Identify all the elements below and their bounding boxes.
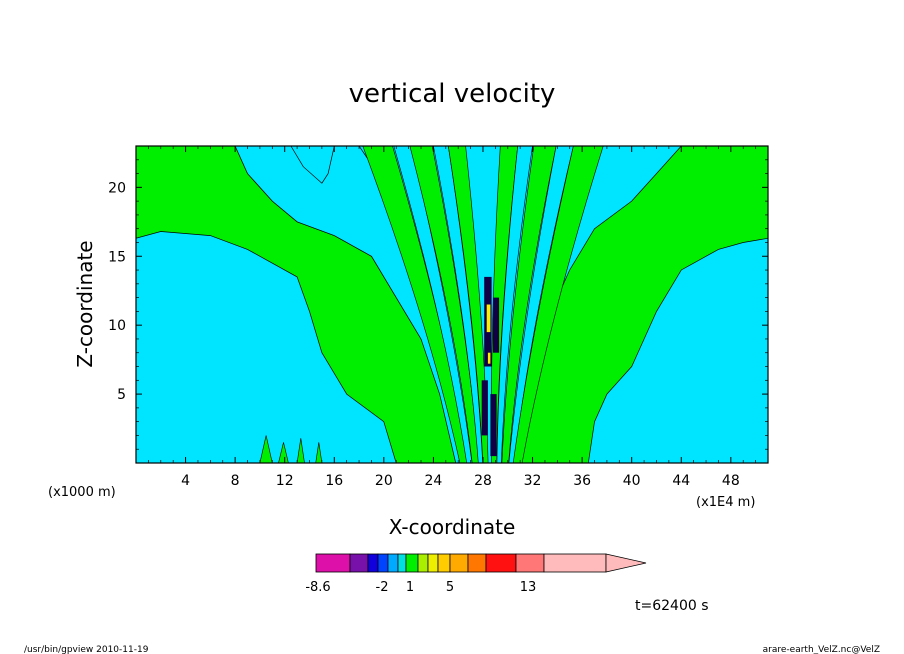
colorbar-swatch bbox=[315, 553, 351, 573]
colorbar-tick-label: 1 bbox=[406, 580, 414, 595]
x-tick-label: 44 bbox=[672, 473, 690, 489]
x-tick-label: 24 bbox=[424, 473, 442, 489]
contour-band bbox=[296, 438, 305, 463]
y-tick-label: 10 bbox=[108, 318, 126, 334]
colorbar-swatch bbox=[387, 553, 399, 573]
colorbar-swatch bbox=[515, 553, 545, 573]
x-tick-label: 36 bbox=[573, 473, 591, 489]
contour-band bbox=[259, 435, 273, 463]
contour-band bbox=[496, 146, 533, 463]
x-tick-label: 4 bbox=[181, 473, 190, 489]
contour-band bbox=[362, 146, 470, 463]
x-axis-ticks: 4 8 12 16 20 24 28 32 36 40 44 48 bbox=[148, 146, 756, 489]
colorbar-arrow bbox=[605, 553, 647, 573]
y-axis-title: Z-coordinate bbox=[73, 240, 97, 367]
colorbar-swatch bbox=[427, 553, 439, 573]
colorbar-tick-label: -8.6 bbox=[305, 580, 330, 595]
contour-band bbox=[508, 146, 574, 463]
colorbar-swatch bbox=[367, 553, 379, 573]
colorbar-swatch bbox=[449, 553, 469, 573]
footer-left-text: /usr/bin/gpview 2010-11-19 bbox=[24, 645, 149, 654]
y-axis-unit: (x1000 m) bbox=[48, 485, 116, 500]
colorbar-tick-label: 13 bbox=[520, 580, 537, 595]
colorbar-swatch bbox=[543, 553, 607, 573]
x-tick-label: 28 bbox=[474, 473, 492, 489]
colorbar bbox=[315, 553, 647, 573]
contour-band bbox=[315, 442, 323, 463]
x-tick-label: 48 bbox=[722, 473, 740, 489]
contour-plot bbox=[136, 146, 768, 463]
colorbar-tick-label: -2 bbox=[376, 580, 389, 595]
chart-title: vertical velocity bbox=[349, 79, 556, 109]
colorbar-labels: -8.6 -2 1 5 13 bbox=[305, 580, 536, 595]
time-label: t=62400 s bbox=[635, 598, 709, 614]
plot-frame bbox=[135, 145, 769, 464]
contour-core bbox=[481, 276, 500, 457]
colorbar-swatch bbox=[467, 553, 487, 573]
downdraft-core bbox=[490, 394, 497, 457]
contour-band bbox=[409, 146, 480, 463]
contour-bands bbox=[136, 146, 768, 463]
x-tick-label: 32 bbox=[524, 473, 542, 489]
colorbar-swatch bbox=[377, 553, 389, 573]
contour-band bbox=[519, 146, 768, 463]
y-tick-label: 20 bbox=[108, 180, 126, 196]
x-tick-label: 40 bbox=[623, 473, 641, 489]
x-tick-label: 16 bbox=[325, 473, 343, 489]
y-tick-label: 5 bbox=[117, 387, 126, 403]
colorbar-swatch bbox=[349, 553, 369, 573]
x-tick-label: 12 bbox=[276, 473, 294, 489]
updraft-core bbox=[486, 304, 491, 333]
contour-band bbox=[501, 146, 557, 463]
y-axis-ticks: 5 10 15 20 bbox=[108, 145, 768, 450]
footer-right-text: arare-earth_VelZ.nc@VelZ bbox=[763, 645, 880, 654]
downdraft-core bbox=[481, 380, 488, 436]
updraft-core bbox=[487, 352, 491, 364]
contour-band bbox=[447, 146, 489, 463]
x-axis-title: X-coordinate bbox=[389, 515, 516, 539]
downdraft-core bbox=[492, 297, 500, 353]
contour-band bbox=[278, 442, 289, 463]
colorbar-swatch bbox=[485, 553, 517, 573]
colorbar-swatch bbox=[417, 553, 429, 573]
colorbar-swatch bbox=[437, 553, 451, 573]
x-tick-label: 20 bbox=[375, 473, 393, 489]
y-tick-label: 15 bbox=[108, 249, 126, 265]
colorbar-tick-label: 5 bbox=[446, 580, 454, 595]
colorbar-swatch bbox=[397, 553, 407, 573]
x-axis-unit: (x1E4 m) bbox=[696, 495, 755, 510]
colorbar-swatch bbox=[405, 553, 419, 573]
x-tick-label: 8 bbox=[231, 473, 240, 489]
contour-band bbox=[393, 146, 473, 463]
